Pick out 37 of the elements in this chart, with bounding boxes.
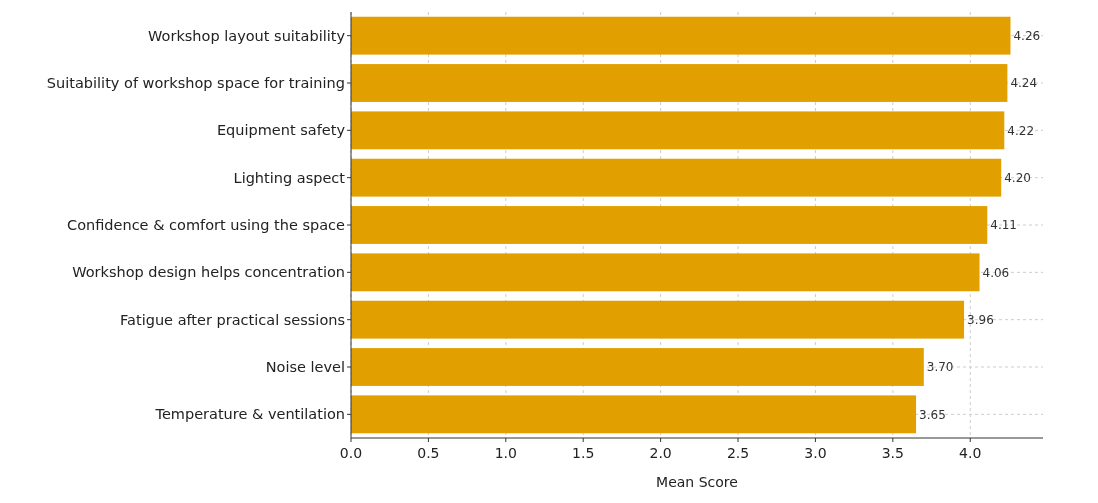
x-tick-label: 2.0 — [649, 445, 672, 461]
data-label: 4.20 — [1004, 170, 1031, 185]
data-label: 4.06 — [982, 265, 1010, 280]
bar — [351, 300, 965, 339]
x-tick-label: 3.0 — [804, 445, 827, 461]
data-label: 3.65 — [919, 407, 946, 422]
x-tick-label: 1.5 — [572, 445, 595, 461]
y-tick-label: Noise level — [265, 359, 345, 376]
bar — [351, 16, 1011, 55]
y-tick-label: Equipment safety — [216, 122, 346, 139]
y-tick-label: Suitability of workshop space for training — [46, 75, 345, 92]
y-tick-label: Temperature & ventilation — [154, 406, 345, 423]
y-tick-label: Workshop design helps concentration — [72, 264, 345, 281]
y-tick-label: Lighting aspect — [233, 169, 346, 186]
y-tick-label: Workshop layout suitability — [148, 27, 346, 44]
bar — [351, 348, 924, 386]
data-label: 4.24 — [1010, 76, 1038, 91]
data-label: 4.26 — [1013, 28, 1041, 43]
x-tick-label: 0.0 — [339, 445, 363, 461]
x-tick-label: 1.0 — [494, 445, 517, 461]
data-label: 4.22 — [1007, 123, 1035, 138]
bar — [351, 158, 1002, 197]
x-tick-label: 4.0 — [959, 445, 982, 461]
x-tick-label: 2.5 — [726, 445, 750, 461]
x-tick-label: 3.5 — [881, 445, 904, 461]
bar — [351, 111, 1005, 150]
bar — [351, 64, 1008, 102]
data-label: 3.96 — [967, 312, 994, 327]
bar — [351, 395, 917, 434]
x-axis-title: Mean Score — [656, 474, 738, 490]
data-label: 3.70 — [926, 360, 954, 375]
y-tick-label: Confidence & comfort using the space — [67, 217, 346, 234]
data-label: 4.11 — [990, 218, 1017, 233]
bar — [351, 206, 988, 244]
y-tick-label: Fatigue after practical sessions — [120, 311, 345, 328]
x-tick-label: 0.5 — [417, 445, 440, 461]
bar — [351, 253, 980, 292]
